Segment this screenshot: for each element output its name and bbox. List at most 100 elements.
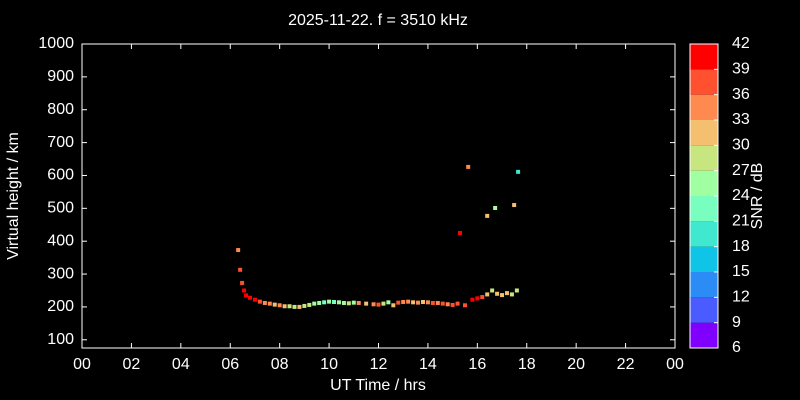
data-point (420, 299, 425, 304)
data-point (341, 300, 346, 305)
data-point (302, 303, 307, 308)
data-point (312, 301, 317, 306)
colorbar-tick-label: 6 (732, 339, 741, 356)
data-point (470, 297, 475, 302)
x-tick-label: 18 (518, 356, 536, 373)
colorbar-tick-label: 33 (732, 111, 750, 128)
data-point (346, 301, 351, 306)
data-point (466, 164, 471, 169)
y-tick-label: 700 (47, 134, 74, 151)
data-point (277, 303, 282, 308)
plot-frame (81, 43, 676, 349)
colorbar-band (690, 94, 718, 120)
data-point (455, 301, 460, 306)
x-axis-label: UT Time / hrs (330, 377, 426, 394)
y-tick-label: 400 (47, 232, 74, 249)
data-point (307, 302, 312, 307)
data-point (257, 299, 262, 304)
data-point (236, 248, 241, 253)
data-point (406, 299, 411, 304)
colorbar-tick-label: 15 (732, 263, 750, 280)
y-tick-label: 600 (47, 167, 74, 184)
data-point (416, 300, 421, 305)
data-point (351, 300, 356, 305)
data-point (480, 295, 485, 300)
data-point (391, 303, 396, 308)
data-point (440, 301, 445, 306)
data-point (485, 213, 490, 218)
colorbar-label: SNR / dB (749, 163, 766, 230)
colorbar-band (690, 297, 718, 323)
y-tick-label: 800 (47, 101, 74, 118)
colorbar-tick-label: 24 (732, 187, 750, 204)
colorbar-tick-label: 30 (732, 137, 750, 154)
data-point (282, 304, 287, 309)
x-tick-label: 06 (221, 356, 239, 373)
data-point (495, 291, 500, 296)
data-point (356, 300, 361, 305)
colorbar-band (690, 170, 718, 196)
data-point (238, 267, 243, 272)
colorbar-band (690, 322, 718, 348)
x-tick-label: 20 (567, 356, 585, 373)
y-axis-label: Virtual height / km (5, 132, 22, 260)
data-point (514, 288, 519, 293)
data-point (297, 304, 302, 309)
data-point (292, 304, 297, 309)
data-point (512, 203, 517, 208)
data-point (458, 230, 463, 235)
data-point (504, 291, 509, 296)
data-point (371, 302, 376, 307)
data-point (430, 300, 435, 305)
data-point (332, 299, 337, 304)
colorbar-tick-label: 36 (732, 86, 750, 103)
colorbar-band (690, 246, 718, 272)
data-point (262, 300, 267, 305)
data-point (381, 301, 386, 306)
x-tick-label: 04 (172, 356, 190, 373)
colorbar-band (690, 120, 718, 146)
data-point (322, 300, 327, 305)
data-point (445, 302, 450, 307)
y-tick-label: 500 (47, 200, 74, 217)
data-point (336, 300, 341, 305)
data-point (267, 301, 272, 306)
colorbar-tick-label: 12 (732, 289, 750, 306)
y-tick-label: 900 (47, 68, 74, 85)
data-point (450, 302, 455, 307)
data-point (485, 292, 490, 297)
data-point (490, 288, 495, 293)
data-point (386, 300, 391, 305)
data-point (327, 299, 332, 304)
data-point (364, 301, 369, 306)
colorbar-band (690, 221, 718, 247)
data-point (462, 303, 467, 308)
data-point (475, 296, 480, 301)
data-point (500, 293, 505, 298)
data-point (435, 300, 440, 305)
data-point (317, 300, 322, 305)
colorbar-tick-label: 42 (732, 35, 750, 52)
data-point (287, 304, 292, 309)
x-tick-label: 10 (320, 356, 338, 373)
data-point (244, 293, 249, 298)
y-tick-label: 200 (47, 298, 74, 315)
colorbar-tick-label: 27 (732, 162, 750, 179)
x-tick-label: 14 (419, 356, 437, 373)
x-tick-label: 22 (617, 356, 635, 373)
x-tick-label: 02 (123, 356, 141, 373)
colorbar-band (690, 196, 718, 222)
chart-title: 2025-11-22. f = 3510 kHz (288, 12, 468, 29)
colorbar-tick-label: 18 (732, 238, 750, 255)
data-point (248, 295, 253, 300)
colorbar-tick-label: 39 (732, 61, 750, 78)
data-point (493, 205, 498, 210)
data-point (425, 300, 430, 305)
data-point (376, 302, 381, 307)
x-tick-label: 00 (666, 356, 684, 373)
data-point (272, 302, 277, 307)
colorbar-tick-label: 21 (732, 213, 750, 230)
y-tick-label: 300 (47, 265, 74, 282)
data-point (252, 297, 257, 302)
